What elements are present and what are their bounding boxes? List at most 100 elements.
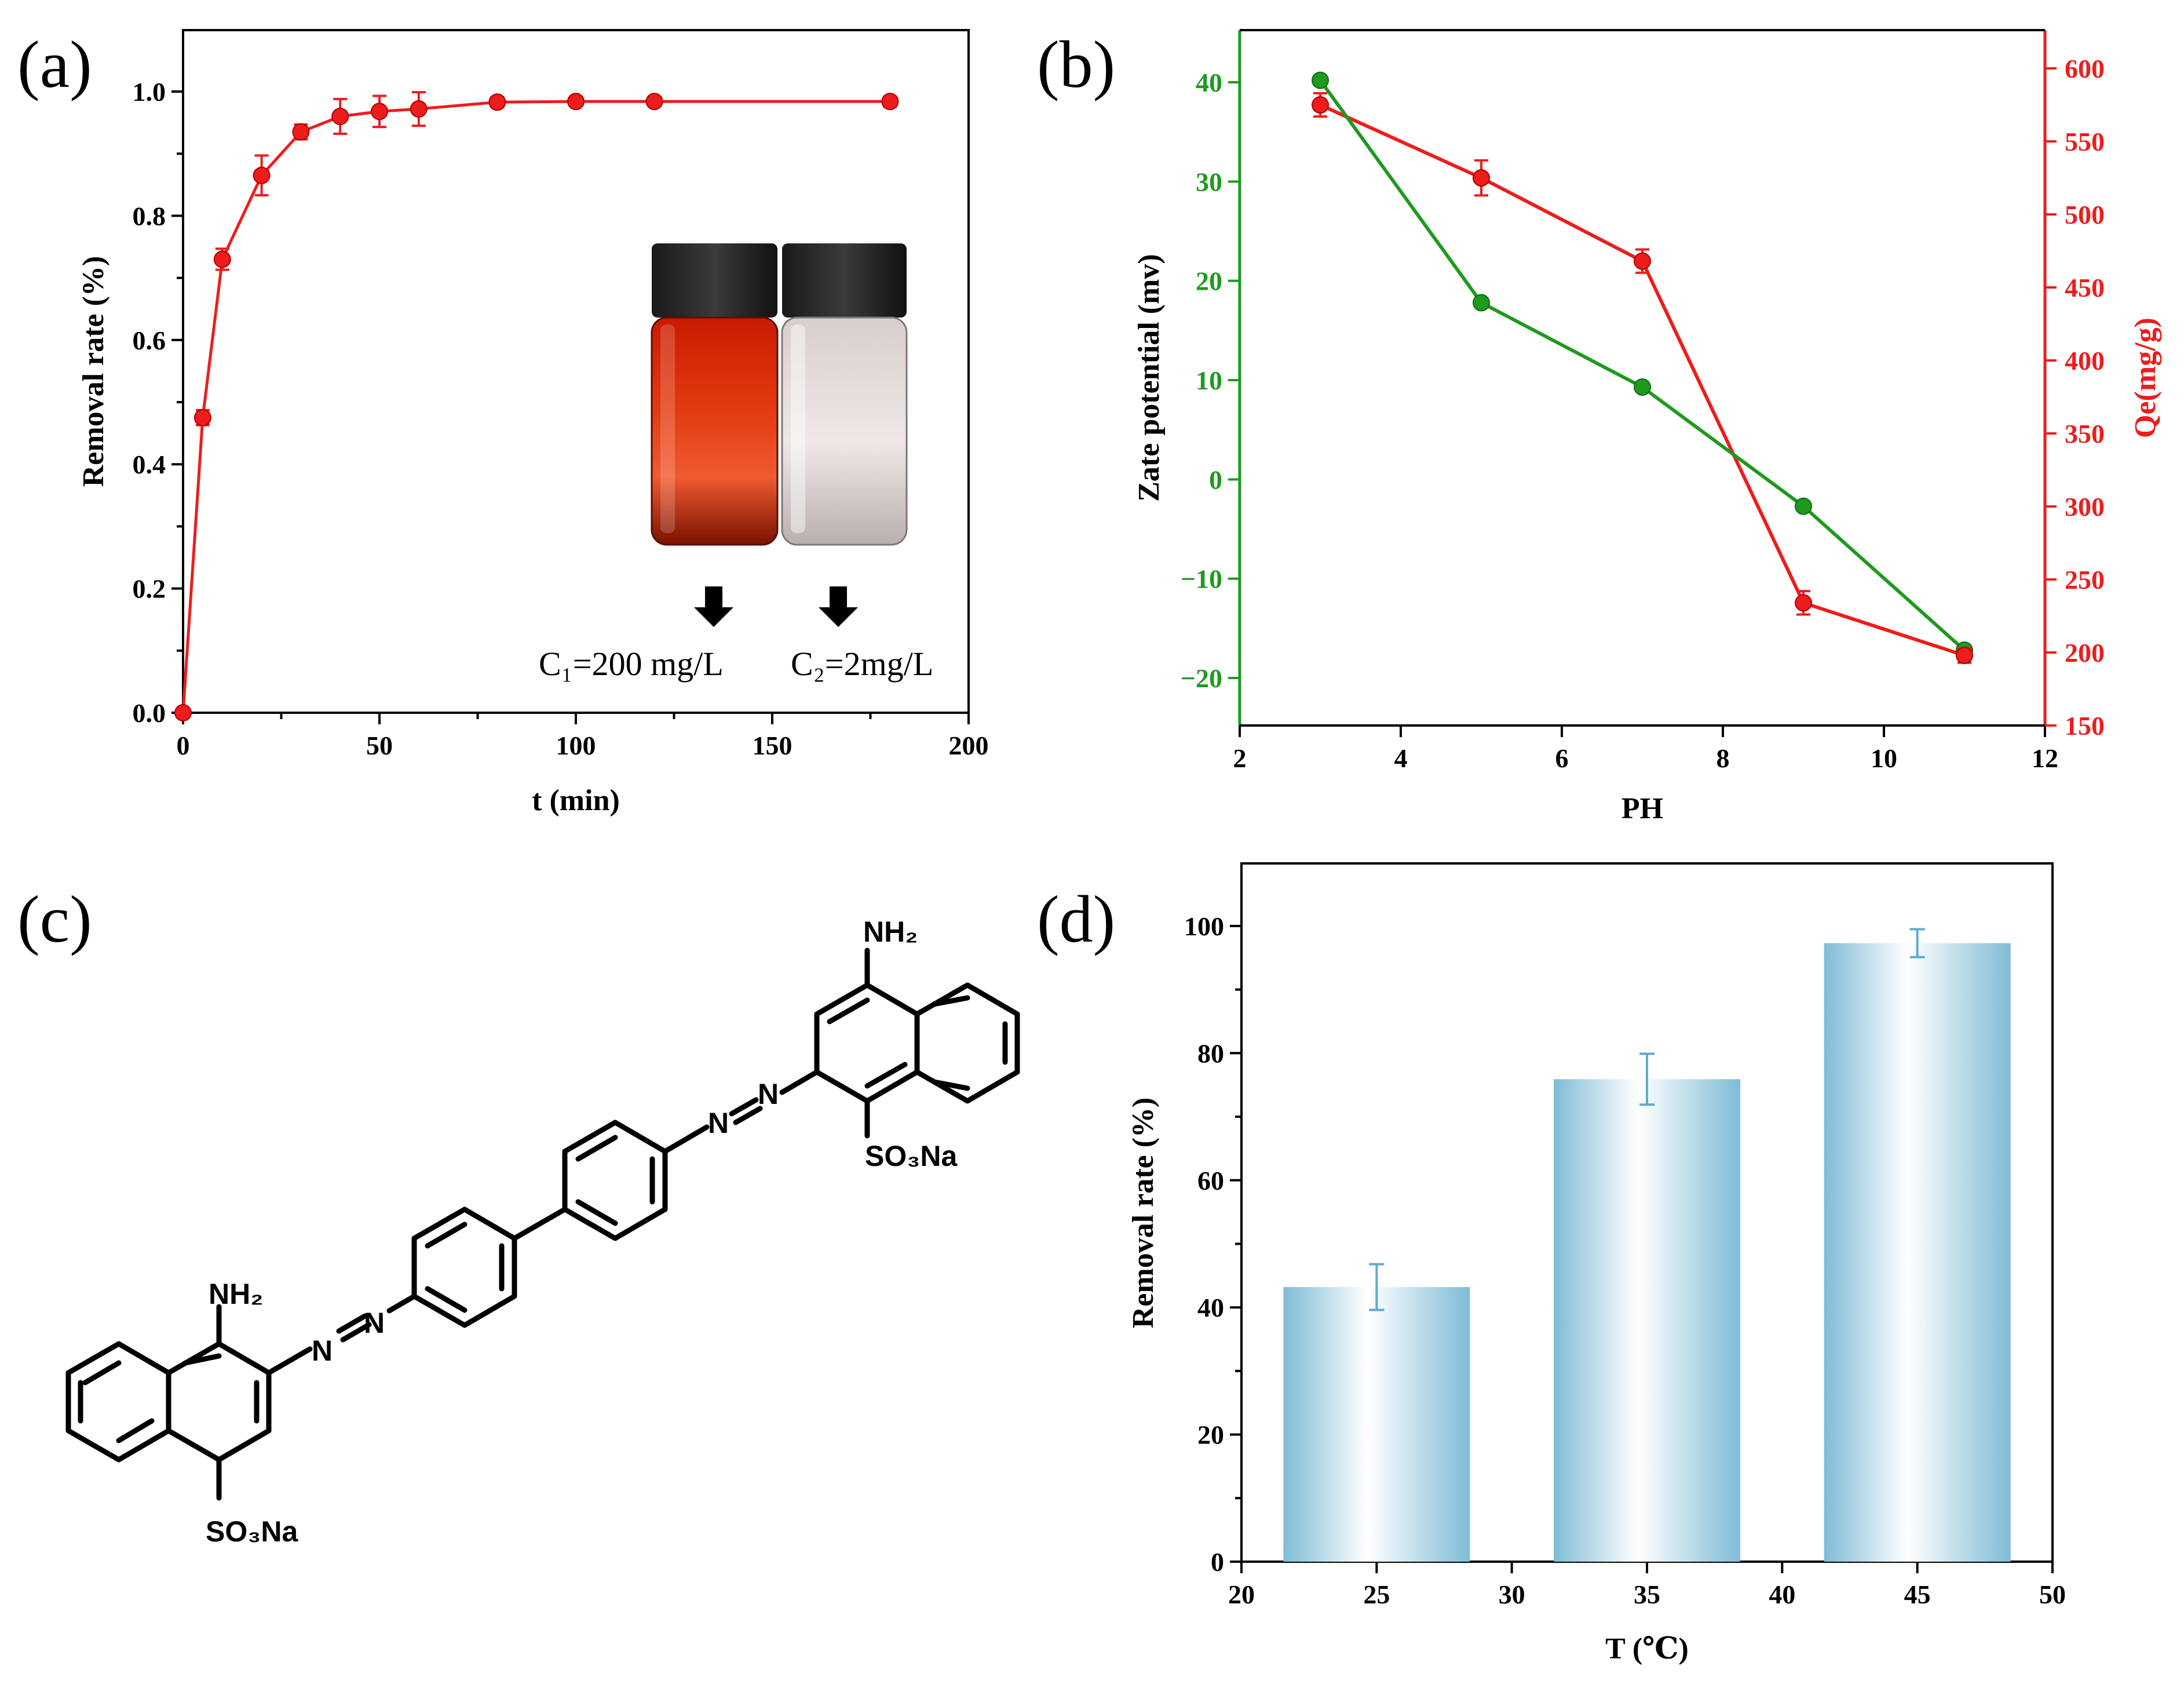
bond-azo-naphthalene bbox=[779, 1069, 820, 1095]
right-y-tick-label: 350 bbox=[2065, 419, 2105, 449]
data-point bbox=[193, 409, 211, 426]
double-bond bbox=[931, 1079, 970, 1091]
data-point bbox=[881, 93, 899, 111]
vial-red-body bbox=[651, 316, 779, 546]
inset-label-c1: C₁=200 mg/L bbox=[539, 645, 724, 683]
chart-b-x-axis: 2 4 6 8 10 12 bbox=[1233, 725, 2058, 773]
right-y-tick-label: 600 bbox=[2065, 54, 2105, 83]
chart-a: 0 50 100 150 200 0.00.20.40.60.81.0 t (min) … bbox=[77, 29, 989, 817]
naphthalene-right-ring-a bbox=[914, 982, 1020, 1104]
data-point bbox=[371, 103, 388, 121]
y-tick-label: 0.2 bbox=[133, 574, 166, 604]
x-tick-label: 50 bbox=[366, 731, 393, 760]
data-point-qe bbox=[1634, 252, 1651, 270]
azo-double-bond bbox=[336, 1313, 368, 1334]
data-point bbox=[488, 93, 506, 111]
double-bond bbox=[575, 1199, 618, 1226]
x-tick-label: 12 bbox=[2032, 743, 2058, 773]
azo-n-label: N bbox=[708, 1107, 729, 1139]
x-tick-label: 35 bbox=[1634, 1580, 1660, 1609]
chart-d-bars bbox=[1283, 928, 2011, 1562]
double-bond bbox=[82, 1360, 122, 1386]
azo-n-label: N bbox=[312, 1335, 333, 1367]
y-tick-label: 0.0 bbox=[133, 698, 166, 728]
vial-clear bbox=[781, 243, 908, 546]
x-tick-label: 4 bbox=[1394, 743, 1408, 773]
bond-azo-left bbox=[266, 1346, 313, 1376]
y-tick-label: 0.8 bbox=[133, 201, 166, 231]
chart-a-x-axis: 0 50 100 150 200 bbox=[177, 713, 989, 760]
arrow-down-icon bbox=[694, 586, 733, 627]
chart-a-y-axis: 0.0 0.2 0.4 0.6 0.8 1.0 bbox=[133, 77, 183, 728]
chart-b: 2 4 6 8 10 12 −20 −10 0 10 20 30 40 150 200 250 300 350… bbox=[1133, 29, 2162, 825]
data-point-qe bbox=[1312, 96, 1329, 114]
data-point bbox=[410, 100, 428, 118]
chart-d-xlabel: T (℃) bbox=[1605, 1632, 1689, 1665]
data-point bbox=[174, 704, 192, 721]
chart-b-xlabel: PH bbox=[1621, 792, 1663, 825]
panel-label-a: (a) bbox=[17, 28, 92, 102]
y-tick-label: 100 bbox=[1184, 912, 1224, 941]
panel-label-d: (d) bbox=[1037, 883, 1115, 957]
y-tick-label: 60 bbox=[1197, 1166, 1224, 1195]
data-point bbox=[253, 166, 271, 184]
x-tick-label: 20 bbox=[1228, 1580, 1255, 1609]
x-tick-label: 200 bbox=[949, 731, 989, 760]
data-point bbox=[331, 107, 349, 125]
chemical-structure bbox=[65, 947, 1020, 1501]
left-y-tick-label: −10 bbox=[1181, 564, 1222, 594]
y-tick-label: 1.0 bbox=[133, 77, 166, 107]
chart-b-ylabel-right: Qe(mg/g) bbox=[2129, 318, 2162, 438]
double-bond bbox=[425, 1286, 468, 1313]
double-bond bbox=[575, 1135, 618, 1162]
sulfonate-top-label: SO₃Na bbox=[865, 1140, 958, 1172]
bar bbox=[1824, 943, 2011, 1562]
x-tick-label: 10 bbox=[1871, 743, 1897, 773]
data-point-qe bbox=[1795, 594, 1812, 612]
vial-clear-highlight bbox=[791, 325, 805, 533]
y-tick-label: 20 bbox=[1197, 1420, 1224, 1450]
data-point bbox=[645, 93, 663, 111]
left-y-tick-label: 30 bbox=[1196, 167, 1222, 196]
right-y-tick-label: 500 bbox=[2065, 200, 2105, 229]
right-y-tick-label: 400 bbox=[2065, 346, 2105, 375]
x-tick-label: 25 bbox=[1363, 1580, 1390, 1609]
vial-clear-cap bbox=[782, 243, 907, 318]
left-y-tick-label: 40 bbox=[1196, 68, 1222, 97]
y-tick-label: 80 bbox=[1197, 1038, 1224, 1068]
chart-b-series bbox=[1312, 71, 1973, 665]
y-tick-label: 0 bbox=[1211, 1547, 1224, 1577]
right-y-tick-label: 300 bbox=[2065, 492, 2105, 522]
biphenyl-bond bbox=[512, 1206, 568, 1241]
y-tick-label: 0.4 bbox=[133, 450, 166, 479]
double-bond bbox=[827, 997, 870, 1025]
azo-n-label: N bbox=[758, 1078, 779, 1110]
vial-red-highlight bbox=[660, 325, 675, 533]
left-y-tick-label: 20 bbox=[1196, 267, 1222, 296]
azo-double-bond bbox=[340, 1322, 372, 1343]
x-tick-label: 50 bbox=[2039, 1580, 2066, 1609]
x-tick-label: 150 bbox=[753, 731, 792, 760]
data-point-zeta bbox=[1634, 378, 1651, 396]
x-tick-label: 40 bbox=[1769, 1580, 1795, 1609]
vial-red bbox=[651, 243, 779, 546]
bar bbox=[1283, 1287, 1470, 1562]
chart-b-left-y-axis: −20 −10 0 10 20 30 40 bbox=[1181, 68, 1240, 693]
y-tick-label: 40 bbox=[1197, 1293, 1224, 1322]
amine-top-label: NH₂ bbox=[863, 916, 918, 948]
azo-double-bond bbox=[729, 1097, 759, 1117]
chart-d-x-axis: 20 25 30 35 40 45 50 bbox=[1228, 1562, 2066, 1609]
chart-d-y-axis: 0 20 40 60 80 100 bbox=[1184, 912, 1241, 1577]
double-bond bbox=[182, 1353, 222, 1366]
azo-double-bond bbox=[733, 1106, 763, 1125]
right-y-tick-label: 550 bbox=[2065, 127, 2105, 156]
left-y-tick-label: 0 bbox=[1209, 465, 1222, 494]
data-point-qe bbox=[1956, 647, 1973, 665]
double-bond bbox=[931, 995, 970, 1007]
data-point-zeta bbox=[1473, 294, 1490, 312]
amine-bottom-label: NH₂ bbox=[209, 1278, 263, 1310]
panel-label-c: (c) bbox=[17, 883, 92, 957]
left-y-tick-label: −20 bbox=[1181, 663, 1222, 693]
